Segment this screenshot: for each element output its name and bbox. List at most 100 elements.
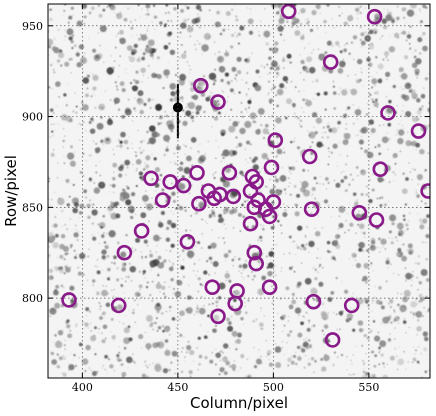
background-star bbox=[172, 292, 175, 295]
background-star bbox=[421, 35, 423, 37]
background-star bbox=[365, 113, 369, 116]
background-star bbox=[212, 94, 214, 96]
background-star bbox=[303, 48, 306, 50]
background-star bbox=[51, 123, 53, 126]
background-star bbox=[353, 58, 355, 61]
background-star bbox=[406, 228, 409, 230]
background-star bbox=[99, 316, 103, 320]
background-star bbox=[84, 52, 86, 54]
background-star bbox=[280, 270, 282, 272]
background-star bbox=[212, 302, 214, 305]
background-star bbox=[354, 8, 356, 10]
background-star bbox=[90, 330, 92, 332]
background-star bbox=[262, 128, 269, 135]
background-star bbox=[165, 226, 170, 231]
background-star bbox=[398, 123, 400, 125]
background-star bbox=[135, 81, 138, 84]
background-star bbox=[169, 261, 171, 263]
background-star bbox=[149, 53, 154, 57]
background-star bbox=[312, 49, 315, 51]
background-star bbox=[411, 89, 416, 94]
background-star bbox=[125, 233, 128, 237]
background-star bbox=[246, 111, 249, 113]
background-star bbox=[173, 161, 176, 163]
background-star bbox=[97, 259, 99, 261]
background-star bbox=[102, 215, 106, 218]
background-star bbox=[266, 266, 269, 269]
background-star bbox=[165, 310, 168, 313]
background-star bbox=[138, 56, 140, 59]
data-point-marker bbox=[301, 148, 318, 165]
background-star bbox=[389, 315, 392, 317]
background-star bbox=[83, 328, 85, 330]
background-star bbox=[406, 9, 415, 17]
background-star bbox=[77, 271, 83, 276]
background-star bbox=[364, 371, 366, 373]
background-star bbox=[145, 155, 151, 161]
background-star bbox=[197, 24, 199, 27]
background-star bbox=[177, 354, 179, 357]
background-star bbox=[214, 363, 217, 366]
background-star bbox=[369, 330, 372, 333]
background-star bbox=[284, 209, 287, 211]
background-star bbox=[387, 59, 389, 61]
background-star bbox=[106, 371, 108, 373]
background-star bbox=[298, 90, 300, 93]
background-star bbox=[195, 4, 202, 10]
background-star bbox=[319, 257, 321, 259]
background-star bbox=[49, 17, 53, 22]
background-star bbox=[237, 32, 241, 36]
background-star bbox=[70, 6, 74, 10]
background-star bbox=[64, 224, 66, 226]
background-star bbox=[104, 368, 106, 371]
background-star bbox=[391, 16, 393, 18]
background-star bbox=[269, 188, 276, 195]
background-star bbox=[110, 331, 112, 333]
background-star bbox=[54, 266, 56, 268]
background-star bbox=[408, 162, 410, 164]
background-star bbox=[179, 255, 181, 257]
background-star bbox=[397, 5, 399, 8]
background-star bbox=[375, 100, 378, 103]
background-star bbox=[162, 368, 169, 374]
background-star bbox=[192, 94, 199, 101]
background-star bbox=[414, 57, 422, 65]
background-star bbox=[331, 57, 333, 59]
background-star bbox=[237, 370, 239, 372]
background-star bbox=[152, 57, 154, 59]
background-star bbox=[147, 117, 148, 119]
background-star bbox=[241, 203, 244, 207]
background-star bbox=[145, 343, 152, 350]
background-star bbox=[366, 185, 368, 188]
background-star bbox=[303, 316, 305, 319]
background-star bbox=[204, 153, 206, 155]
background-star bbox=[362, 85, 364, 87]
background-star bbox=[86, 203, 91, 209]
background-star bbox=[401, 88, 403, 90]
background-star bbox=[330, 215, 332, 218]
background-star bbox=[88, 11, 92, 15]
background-star bbox=[389, 305, 393, 309]
background-star bbox=[224, 72, 229, 77]
background-star bbox=[259, 322, 264, 328]
background-star bbox=[106, 254, 110, 258]
background-star bbox=[415, 14, 417, 16]
background-star bbox=[302, 168, 306, 172]
data-point-marker bbox=[261, 208, 278, 225]
background-star bbox=[107, 358, 110, 361]
background-star bbox=[260, 310, 262, 312]
background-star bbox=[63, 155, 65, 157]
background-star bbox=[229, 365, 232, 368]
background-star bbox=[196, 40, 199, 42]
background-star bbox=[297, 356, 302, 361]
background-star bbox=[120, 251, 127, 258]
background-star bbox=[171, 265, 174, 267]
background-star bbox=[73, 249, 76, 252]
background-star bbox=[363, 333, 367, 338]
background-star bbox=[136, 34, 137, 36]
background-star bbox=[283, 67, 285, 69]
background-star bbox=[146, 27, 148, 30]
background-star bbox=[268, 56, 272, 60]
background-star bbox=[98, 13, 103, 18]
background-star bbox=[187, 340, 190, 343]
